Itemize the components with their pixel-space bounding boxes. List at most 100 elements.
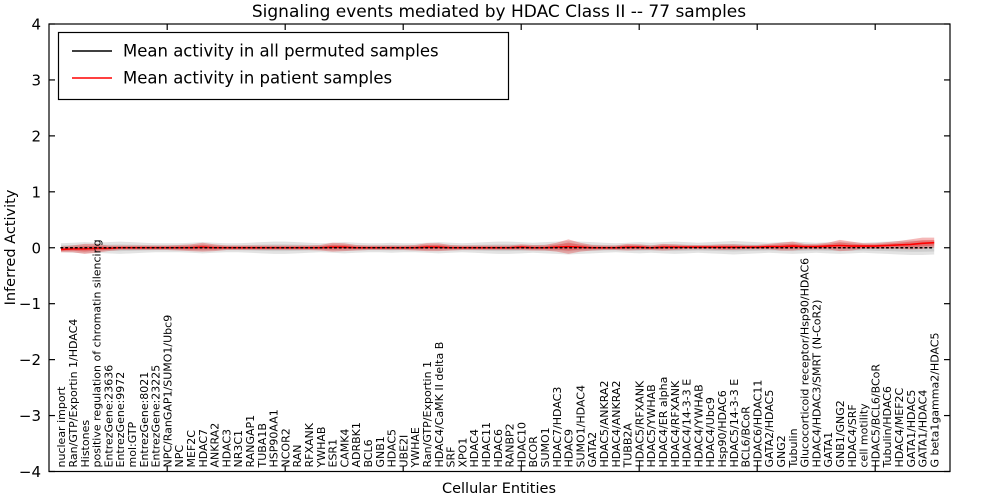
x-category-label: HDAC4 xyxy=(468,429,481,468)
x-category-label: XPO1 xyxy=(456,438,469,468)
x-category-label: EntrezGene:9972 xyxy=(114,372,127,468)
x-category-label: Tubulin xyxy=(787,428,800,468)
x-category-label: HDAC4/YWHAB xyxy=(692,384,705,467)
x-category-label: HDAC4/SRF xyxy=(846,404,859,467)
x-category-label: GATA1 xyxy=(822,432,835,468)
y-tick-label: 2 xyxy=(31,127,41,145)
x-category-label: HDAC4/ANKRA2 xyxy=(610,381,623,468)
x-category-label: HDAC3 xyxy=(220,429,233,468)
x-category-label: NPC/RanGAP1/SUMO1/Ubc9 xyxy=(161,315,174,468)
x-category-label: G beta1gamma2/HDAC5 xyxy=(928,333,941,468)
y-tick-label: −4 xyxy=(19,463,41,481)
legend-label-permuted: Mean activity in all permuted samples xyxy=(123,42,439,61)
x-category-label: RFXANK xyxy=(303,422,316,467)
x-category-label: HDAC11 xyxy=(480,422,493,468)
x-category-label: HDAC7 xyxy=(197,429,210,468)
y-tick-label: −3 xyxy=(19,407,41,425)
x-category-label: HDAC4/14-3-3 E xyxy=(681,379,694,468)
x-axis-title: Cellular Entities xyxy=(442,481,556,497)
uncertainty-bands xyxy=(61,237,935,256)
y-tick-label: 0 xyxy=(31,239,41,257)
x-category-label: HDAC6 xyxy=(492,429,505,468)
x-category-label: GATA1/HDAC5 xyxy=(905,390,918,468)
x-category-label: SRF xyxy=(445,447,458,468)
x-category-label: EntrezGene:23225 xyxy=(150,365,163,468)
x-category-label: BCL6/BCoR xyxy=(740,406,753,468)
x-category-label: YWHAB xyxy=(315,427,328,469)
x-category-label: NR3C1 xyxy=(232,430,245,468)
x-category-label: HDAC5/14-3-3 E xyxy=(728,379,741,468)
x-category-label: positive regulation of chromatin silenci… xyxy=(91,239,104,467)
x-category-label: NPC xyxy=(173,445,186,468)
x-category-label: GNB1/GNG2 xyxy=(834,400,847,467)
x-category-label: MEF2C xyxy=(185,430,198,468)
mean-lines xyxy=(60,241,935,251)
x-category-label: HDAC4/RFXANK xyxy=(669,380,682,468)
x-category-label: Ran/GTP/Exportin 1 xyxy=(421,361,434,468)
legend-box xyxy=(57,31,510,101)
x-category-label: HDAC4/ER alpha xyxy=(657,377,670,468)
x-category-label: GATA1/HDAC4 xyxy=(917,390,930,468)
legend: Mean activity in all permuted samples Me… xyxy=(57,31,510,101)
x-category-label: SUMO1 xyxy=(539,427,552,467)
x-category-label: GATA2/HDAC5 xyxy=(763,390,776,468)
x-category-label: HDAC5 xyxy=(386,429,399,468)
x-category-label: HDAC9 xyxy=(563,429,576,468)
x-category-label: HDAC10 xyxy=(515,422,528,468)
x-category-label: HDAC4/Ubc9 xyxy=(704,397,717,467)
y-tick-label: −2 xyxy=(19,351,41,369)
legend-label-patient: Mean activity in patient samples xyxy=(123,69,392,88)
patient-band-outer xyxy=(61,237,935,254)
tick-marks xyxy=(49,23,950,473)
x-category-label: EntrezGene:23636 xyxy=(102,365,115,468)
x-category-label: HDAC4/CaMK II delta B xyxy=(433,342,446,468)
y-axis-title: Inferred Activity xyxy=(3,189,19,305)
x-category-label: SUMO1/HDAC4 xyxy=(574,385,587,467)
x-category-label: ESR1 xyxy=(327,439,340,468)
x-category-label: RAN xyxy=(291,445,304,468)
x-category-label: mol:GTP xyxy=(126,421,139,467)
x-category-label: GNG2 xyxy=(775,435,788,467)
x-category-label: UBE2I xyxy=(397,435,410,468)
x-category-label: HDAC7/HDAC3 xyxy=(551,387,564,468)
x-category-label: HSP90AA1 xyxy=(268,409,281,467)
x-category-label: Tubulin/HDAC6 xyxy=(881,386,894,468)
x-category-label: HDAC5/BCL6/BCoR xyxy=(869,364,882,468)
x-category-label: GATA2 xyxy=(586,432,599,468)
x-category-label: BCOR xyxy=(527,436,540,468)
y-tick-label: −1 xyxy=(19,295,41,313)
x-category-label: HDAC4/MEF2C xyxy=(893,387,906,467)
x-category-label: RANGAP1 xyxy=(244,415,257,468)
y-tick-label: 3 xyxy=(31,71,41,89)
x-category-label: EntrezGene:8021 xyxy=(138,372,151,468)
x-category-label: HDAC5/YWHAB xyxy=(645,384,658,467)
x-category-label: BCL6 xyxy=(362,439,375,467)
x-category-label: Histones xyxy=(79,420,92,468)
x-category-label: cell motility xyxy=(858,403,871,468)
x-category-label: RANBP2 xyxy=(504,423,517,467)
y-tick-label: 1 xyxy=(31,183,41,201)
x-category-label: TUBB2A xyxy=(622,423,635,469)
x-category-label: HDAC6/HDAC11 xyxy=(751,380,764,468)
x-category-label: nuclear import xyxy=(55,386,68,468)
y-tick-labels: 4 3 2 1 0 −1 −2 −3 −4 xyxy=(19,16,41,482)
patient-band-inner xyxy=(61,239,935,252)
x-category-label: ADRBK1 xyxy=(350,422,363,467)
x-category-label: HDAC4/HDAC3/SMRT (N-CoR2) xyxy=(810,300,823,468)
x-category-label: Hsp90/HDAC6 xyxy=(716,390,729,467)
x-category-label: CAMK4 xyxy=(338,429,351,468)
x-category-label: Glucocorticoid receptor/Hsp90/HDAC6 xyxy=(799,258,812,468)
x-category-label: Ran/GTP/Exportin 1/HDAC4 xyxy=(67,319,80,468)
x-category-label: GNB1 xyxy=(374,436,387,467)
chart-title: Signaling events mediated by HDAC Class … xyxy=(252,2,746,22)
x-category-label: HDAC5/RFXANK xyxy=(633,380,646,468)
x-category-label: NCOR2 xyxy=(279,428,292,467)
x-category-label: ANKRA2 xyxy=(209,423,222,468)
x-category-label: YWHAE xyxy=(409,427,422,468)
y-tick-label: 4 xyxy=(31,16,41,34)
x-category-label: TUBA1B xyxy=(256,423,269,468)
x-category-label: HDAC5/ANKRA2 xyxy=(598,381,611,468)
